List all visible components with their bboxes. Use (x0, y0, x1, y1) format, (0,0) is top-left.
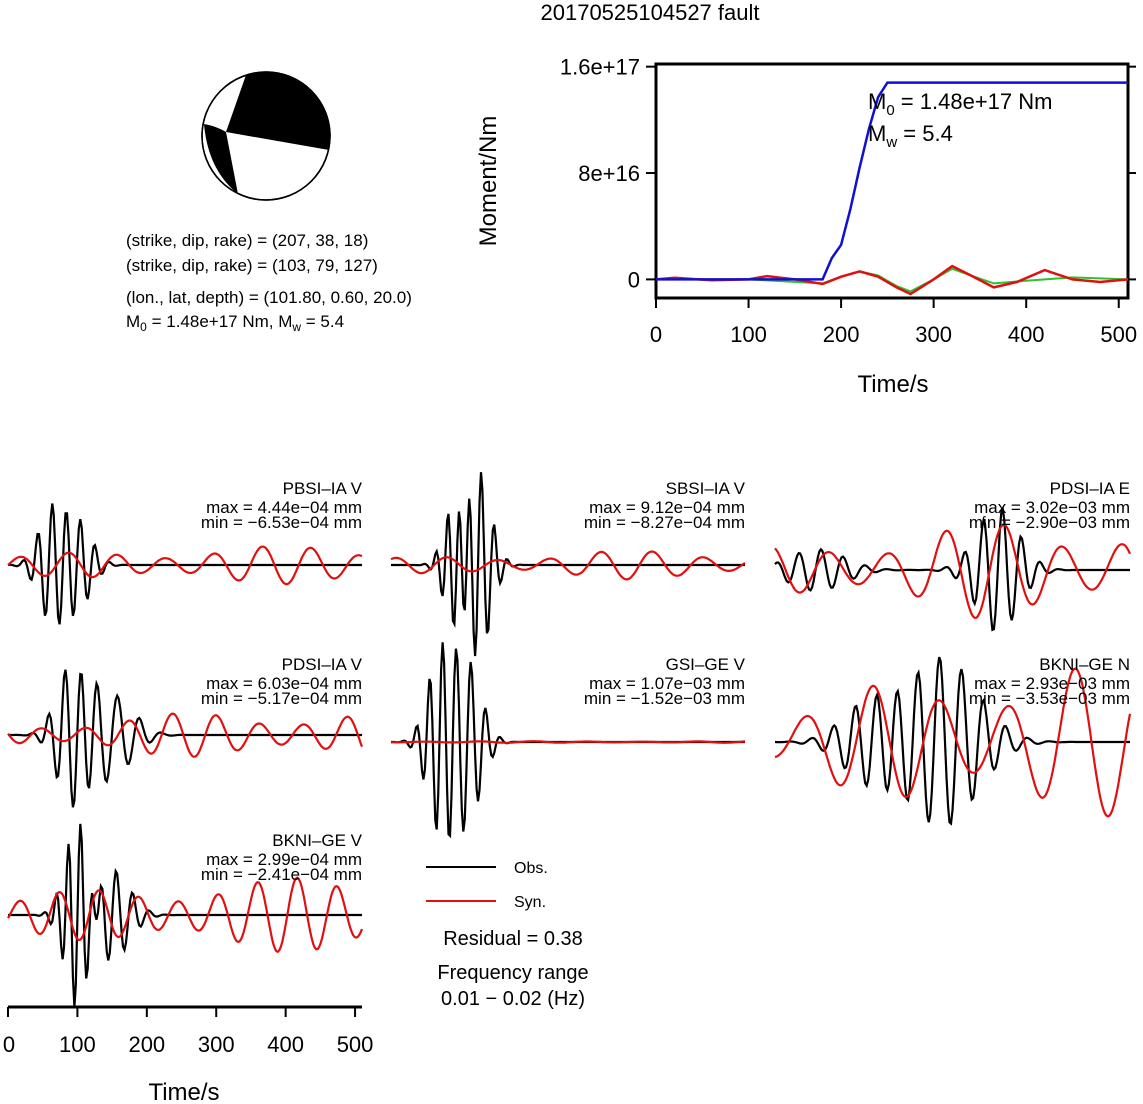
moment-x-tick-label: 300 (915, 322, 952, 347)
moment-x-axis: 0 100 200 300 400 500 (650, 298, 1137, 347)
time-axis-tick-label: 400 (267, 1032, 304, 1057)
waveform-max-label: max = 2.93e−03 mm (974, 674, 1130, 693)
waveform-max-label: max = 3.02e−03 mm (974, 498, 1130, 517)
moment-note-mw: Mw = 5.4 (868, 121, 953, 151)
frequency-range-label: Frequency range (437, 962, 588, 984)
synthetic-trace (7, 712, 364, 758)
moment-x-tick-label: 400 (1008, 322, 1045, 347)
moment-y-axis: 0 8e+16 1.6e+17 (560, 55, 1136, 292)
moment-y-tick-label: 8e+16 (578, 161, 640, 186)
moment-note-m0: M0 = 1.48e+17 Nm (868, 89, 1052, 119)
waveform-station-label: PDSI–IA E (1050, 479, 1130, 498)
waveform-max-label: max = 2.99e−04 mm (206, 850, 362, 869)
waveform-max-label: max = 6.03e−04 mm (206, 674, 362, 693)
moment-magnitude-line: M0 = 1.48e+17 Nm, Mw = 5.4 (126, 312, 344, 334)
time-axis-tick-label: 100 (59, 1032, 96, 1057)
moment-y-tick-label: 1.6e+17 (560, 55, 640, 80)
hypocenter-location: (lon., lat, depth) = (101.80, 0.60, 20.0… (126, 288, 412, 307)
moment-x-tick-label: 500 (1100, 322, 1137, 347)
waveform-max-label: max = 9.12e−04 mm (589, 498, 745, 517)
moment-x-tick-label: 0 (650, 322, 662, 347)
waveform-min-label: min = −8.27e−04 mm (584, 513, 745, 532)
waveform-time-axis: 0 100 200 300 400 500 (3, 1005, 374, 1057)
moment-chart-frame (654, 62, 1130, 300)
synthetic-trace (7, 876, 364, 953)
waveform-min-label: min = −2.41e−04 mm (201, 865, 362, 884)
legend-obs-label: Obs. (514, 860, 548, 877)
waveform-min-label: min = −6.53e−04 mm (201, 513, 362, 532)
waveform-station-label: PDSI–IA V (282, 655, 363, 674)
observed-trace (7, 503, 362, 625)
waveform-max-label: max = 1.07e−03 mm (589, 674, 745, 693)
moment-x-tick-label: 200 (823, 322, 860, 347)
moment-y-label: Moment/Nm (475, 116, 502, 247)
waveform-min-label: min = −1.52e−03 mm (584, 689, 745, 708)
waveform-station-label: BKNI–GE N (1039, 655, 1130, 674)
waveform-station-label: PBSI–IA V (283, 479, 363, 498)
waveform-min-label: min = −5.17e−04 mm (201, 689, 362, 708)
legend: Obs. Syn. (426, 860, 548, 911)
synthetic-trace (774, 523, 1131, 619)
residual-text: Residual = 0.38 (443, 928, 583, 950)
moment-x-tick-label: 100 (730, 322, 767, 347)
time-axis-tick-label: 0 (3, 1032, 15, 1057)
frequency-range-value: 0.01 − 0.02 (Hz) (441, 988, 585, 1010)
waveform-min-label: min = −2.90e−03 mm (969, 513, 1130, 532)
time-axis-tick-label: 200 (128, 1032, 165, 1057)
synthetic-trace (390, 550, 746, 581)
focal-mechanism-beachball (201, 71, 331, 201)
moment-x-label: Time/s (857, 371, 928, 398)
nodal-plane-2: (strike, dip, rake) = (103, 79, 127) (126, 256, 378, 275)
moment-cumulative-trace (656, 81, 1128, 281)
moment-y-tick-label: 0 (628, 267, 640, 292)
waveform-min-label: min = −3.53e−03 mm (969, 689, 1130, 708)
synthetic-trace (774, 667, 1132, 818)
observed-trace (774, 505, 1130, 632)
waveform-x-label: Time/s (148, 1079, 219, 1104)
moment-chart: 0 8e+16 1.6e+17 0 100 200 300 400 500 Moment/Nm… (475, 55, 1137, 398)
synthetic-trace (7, 545, 363, 586)
time-axis-tick-label: 500 (337, 1032, 374, 1057)
observed-trace (774, 656, 1130, 826)
figure-title: 20170525104527 fault (541, 0, 760, 25)
moment-series-group (655, 81, 1129, 296)
waveform-station-label: SBSI–IA V (666, 479, 746, 498)
synthetic-trace (391, 740, 746, 744)
observed-trace (8, 669, 362, 808)
nodal-plane-1: (strike, dip, rake) = (207, 38, 18) (126, 231, 368, 250)
waveform-station-label: GSI–GE V (666, 655, 746, 674)
observed-trace (8, 823, 362, 1007)
time-axis-tick-label: 300 (198, 1032, 235, 1057)
waveform-station-label: BKNI–GE V (272, 831, 362, 850)
observed-trace (391, 472, 745, 657)
legend-syn-label: Syn. (514, 894, 546, 911)
waveform-max-label: max = 4.44e−04 mm (206, 498, 362, 517)
